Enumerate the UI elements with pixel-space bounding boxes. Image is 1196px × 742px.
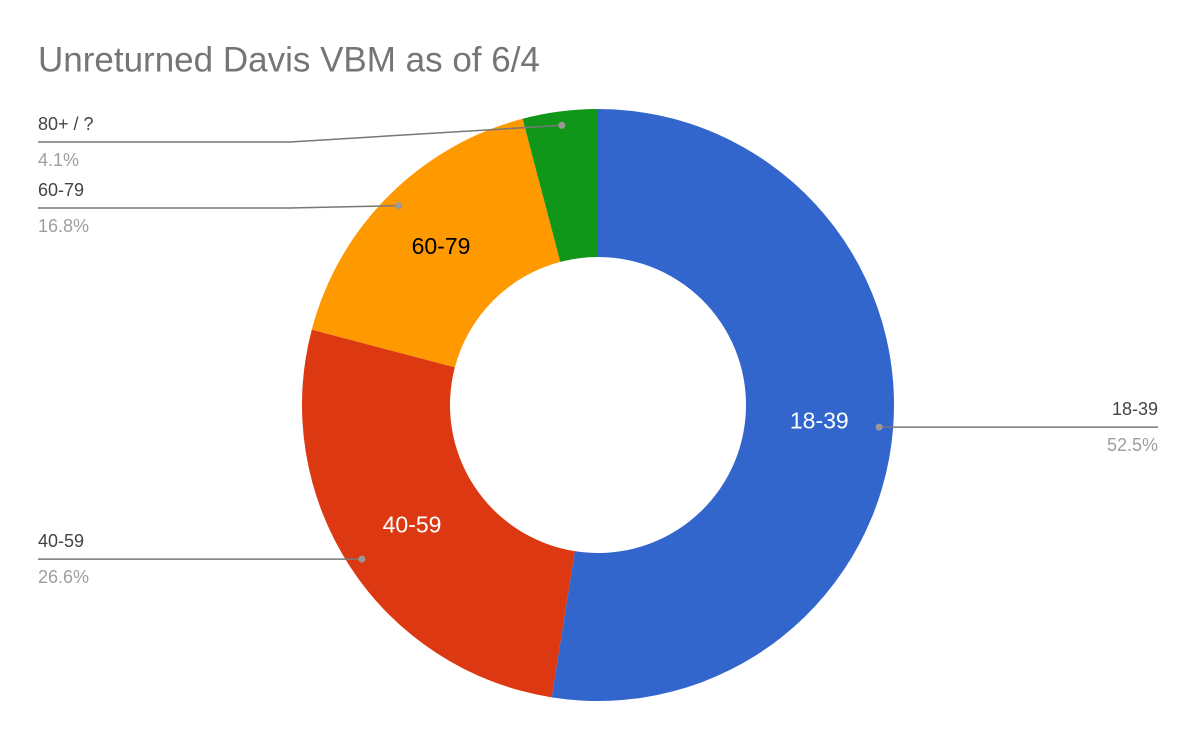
donut-slice <box>311 118 561 368</box>
leader-line <box>38 204 399 209</box>
legend-label: 18-39 <box>1112 399 1158 419</box>
leader-dot <box>395 202 403 210</box>
slice-label: 40-59 <box>383 511 442 537</box>
leader-dot <box>358 555 366 563</box>
value-label: 26.6% <box>38 567 89 587</box>
slice-label: 60-79 <box>412 233 471 259</box>
chart-title: Unreturned Davis VBM as of 6/4 <box>38 40 540 79</box>
legend-label: 60-79 <box>38 180 84 200</box>
slice-label: 18-39 <box>790 407 849 433</box>
donut-slice <box>302 329 575 698</box>
leader-line <box>38 124 562 143</box>
leader-dot <box>875 423 883 431</box>
value-label: 16.8% <box>38 216 89 236</box>
donut-slice <box>551 109 894 701</box>
donut-slice <box>522 109 598 262</box>
value-label: 52.5% <box>1107 435 1158 455</box>
value-label: 4.1% <box>38 150 79 170</box>
legend-label: 40-59 <box>38 531 84 551</box>
leader-dot <box>558 121 566 129</box>
legend-label: 80+ / ? <box>38 114 94 134</box>
